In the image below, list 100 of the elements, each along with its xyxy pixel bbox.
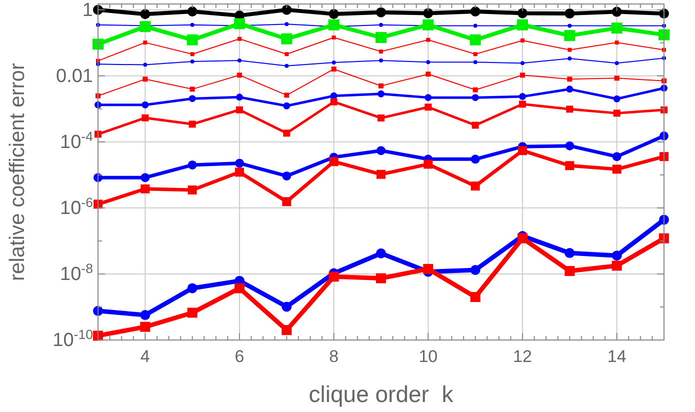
y-tick-label: 10$^{-10}$ <box>52 326 93 351</box>
point <box>234 18 245 30</box>
point <box>568 56 572 61</box>
x-tick-label: 4 <box>140 347 150 366</box>
point <box>568 24 572 28</box>
y-tick-label: 0.01 <box>56 66 93 87</box>
point <box>329 157 338 166</box>
point <box>142 76 148 82</box>
point <box>564 248 575 258</box>
point <box>470 6 480 16</box>
point <box>426 72 431 77</box>
point <box>282 171 292 180</box>
point <box>236 94 243 101</box>
point <box>518 8 528 18</box>
point <box>188 185 197 194</box>
point <box>473 24 478 28</box>
point <box>567 76 572 82</box>
point <box>284 52 289 56</box>
point <box>565 141 574 150</box>
point <box>614 76 620 81</box>
point <box>426 60 430 64</box>
point <box>187 308 198 318</box>
point <box>472 122 479 129</box>
y-tick-label: 10$^{-8}$ <box>60 260 93 285</box>
point <box>140 322 150 332</box>
x-tick-label: 8 <box>329 347 339 366</box>
point <box>283 130 290 137</box>
point <box>282 325 292 336</box>
point <box>187 283 198 294</box>
point <box>564 8 575 19</box>
point <box>378 114 384 122</box>
point <box>328 19 340 30</box>
point <box>330 98 338 106</box>
point <box>140 173 150 182</box>
point <box>473 60 478 64</box>
y-tick-label: 10$^{-6}$ <box>60 194 93 219</box>
point <box>470 182 480 191</box>
point <box>658 29 670 40</box>
point <box>238 58 242 62</box>
point <box>612 250 622 261</box>
point <box>332 60 336 65</box>
point <box>423 264 434 274</box>
point <box>518 146 527 156</box>
point <box>188 120 196 128</box>
point <box>376 170 386 179</box>
point <box>187 6 198 16</box>
point <box>140 9 150 20</box>
point <box>423 8 434 18</box>
x-tick-label: 14 <box>607 347 626 366</box>
x-tick-label: 6 <box>234 347 244 366</box>
point <box>470 154 480 164</box>
point <box>520 61 524 66</box>
point <box>376 248 386 258</box>
point <box>472 94 479 102</box>
point <box>235 158 244 168</box>
y-tick-label: 1 <box>82 0 93 21</box>
point <box>379 58 383 62</box>
point <box>376 7 386 18</box>
point <box>612 152 622 162</box>
point <box>473 52 478 56</box>
x-axis-title: clique order k <box>308 381 454 407</box>
point <box>284 22 289 26</box>
point <box>611 22 622 34</box>
point <box>140 21 151 32</box>
point <box>284 64 289 68</box>
point <box>143 40 148 45</box>
point <box>564 266 575 276</box>
point <box>378 90 384 98</box>
point <box>140 310 150 320</box>
point <box>284 92 290 98</box>
point <box>188 95 196 102</box>
point <box>612 164 622 174</box>
point <box>282 197 292 206</box>
point <box>234 283 244 294</box>
point <box>564 30 576 42</box>
point <box>281 33 292 44</box>
point <box>520 38 524 42</box>
point <box>519 93 526 100</box>
point <box>614 40 619 45</box>
point <box>424 104 432 111</box>
point <box>568 48 572 52</box>
point <box>376 32 386 44</box>
point <box>613 95 620 102</box>
point <box>282 302 292 312</box>
point <box>565 161 574 170</box>
point <box>143 62 148 67</box>
point <box>519 100 526 108</box>
point <box>142 114 149 122</box>
point <box>520 72 525 78</box>
point <box>282 4 292 15</box>
x-tick-label: 12 <box>513 347 532 366</box>
point <box>190 22 194 27</box>
point <box>142 101 149 108</box>
point <box>426 38 430 42</box>
y-tick-label: 10$^{-4}$ <box>60 128 93 153</box>
point <box>376 146 386 156</box>
point <box>330 92 338 100</box>
point <box>424 160 433 169</box>
point <box>470 34 481 46</box>
point <box>237 72 242 78</box>
